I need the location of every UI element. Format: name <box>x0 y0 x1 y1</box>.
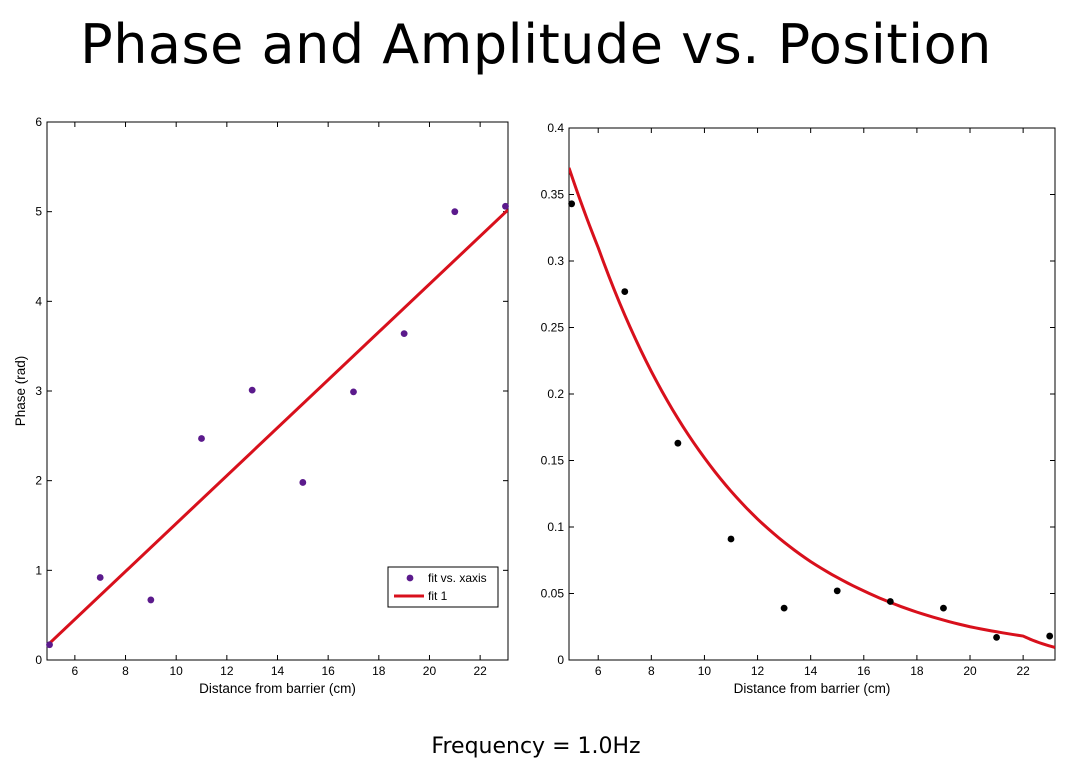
data-point <box>940 604 947 612</box>
data-point <box>568 200 576 208</box>
x-tick-label: 16 <box>857 664 871 678</box>
x-tick-label: 12 <box>220 664 234 678</box>
x-tick-label: 6 <box>72 664 79 678</box>
data-point <box>833 587 841 595</box>
y-axis-label: Phase (rad) <box>13 356 28 427</box>
y-tick-label: 0.15 <box>541 454 565 468</box>
slide-title: Phase and Amplitude vs. Position <box>80 13 992 76</box>
y-tick-label: 3 <box>35 384 42 398</box>
y-tick-label: 0.35 <box>541 188 565 202</box>
y-tick-label: 0.3 <box>547 254 564 268</box>
data-point <box>727 535 735 543</box>
data-point <box>96 574 104 581</box>
data-point <box>451 208 459 216</box>
data-point <box>993 633 1000 641</box>
y-tick-label: 0.1 <box>547 520 564 534</box>
fit-line <box>47 208 508 647</box>
legend-point-marker <box>406 574 414 582</box>
x-tick-label: 14 <box>271 664 285 678</box>
data-point <box>350 388 357 396</box>
x-tick-label: 6 <box>595 664 602 678</box>
x-tick-label: 8 <box>122 664 129 678</box>
fit-curve <box>569 167 1055 649</box>
y-tick-label: 6 <box>35 115 42 129</box>
data-point <box>621 288 629 295</box>
x-tick-label: 18 <box>372 664 386 678</box>
x-tick-label: 22 <box>473 664 487 678</box>
x-tick-label: 16 <box>321 664 335 678</box>
x-tick-label: 20 <box>963 664 977 678</box>
y-tick-label: 0.2 <box>547 387 564 401</box>
legend-entry-points: fit vs. xaxis <box>428 571 487 585</box>
legend-box <box>387 566 499 608</box>
x-tick-label: 8 <box>648 664 655 678</box>
data-point <box>248 386 256 394</box>
x-tick-label: 12 <box>751 664 765 678</box>
x-axis-label: Distance from barrier (cm) <box>734 681 891 696</box>
frequency-caption: Frequency = 1.0Hz <box>431 734 641 759</box>
x-axis-label: Distance from barrier (cm) <box>199 681 356 696</box>
x-tick-label: 18 <box>910 664 924 678</box>
data-point <box>46 641 53 649</box>
y-tick-label: 2 <box>35 474 42 488</box>
plot-area <box>47 208 508 647</box>
data-point <box>1046 632 1054 640</box>
x-tick-label: 20 <box>423 664 437 678</box>
y-tick-label: 4 <box>35 294 42 308</box>
axes-frame <box>568 127 1056 661</box>
legend-entry-fit: fit 1 <box>428 589 448 603</box>
data-point <box>886 598 894 605</box>
y-tick-label: 0.25 <box>541 321 565 335</box>
data-point <box>674 439 682 447</box>
data-point <box>147 596 155 604</box>
y-tick-label: 0.05 <box>541 587 565 601</box>
y-tick-label: 0 <box>35 653 42 667</box>
amplitude-plot: 6 8 10 12 14 16 18 20 22 0 0.05 0.1 0.15 0.2 0.25 0.3 0.… <box>541 121 1056 696</box>
x-tick-label: 22 <box>1016 664 1030 678</box>
data-point <box>198 435 205 442</box>
y-tick-label: 5 <box>35 205 42 219</box>
x-tick-label: 10 <box>698 664 712 678</box>
data-point <box>400 330 408 338</box>
y-tick-label: 1 <box>35 563 42 577</box>
data-point <box>299 479 307 486</box>
y-tick-label: 0.4 <box>547 121 564 135</box>
data-point <box>502 202 509 210</box>
data-point <box>780 604 788 612</box>
plot-area <box>569 167 1055 649</box>
legend: fit vs. xaxis fit 1 <box>387 566 499 608</box>
x-tick-label: 14 <box>804 664 818 678</box>
y-tick-label: 0 <box>557 653 564 667</box>
x-tick-label: 10 <box>170 664 184 678</box>
